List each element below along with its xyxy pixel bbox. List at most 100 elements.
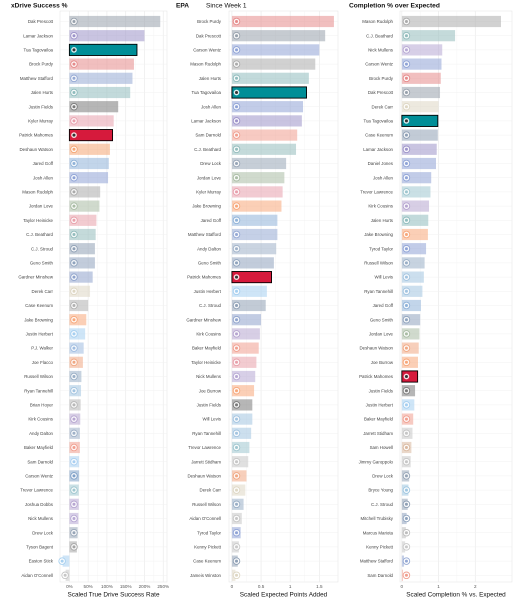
star-logo-icon <box>402 88 411 97</box>
arrowhead-logo-icon <box>70 131 78 139</box>
jets-logo-icon <box>70 457 78 466</box>
bar-c-j-beathard <box>401 30 456 42</box>
x-tick-label: 150% <box>120 584 132 589</box>
steelers-logo-icon <box>70 188 78 196</box>
category-label: Josh Allen <box>373 175 394 180</box>
category-label: Deshaun Watson <box>19 147 53 152</box>
category-label: Mason Rudolph <box>362 19 393 24</box>
category-label: Jameis Winston <box>190 573 222 578</box>
bar-will-levis <box>231 413 253 425</box>
titans-t-logo-icon <box>70 386 78 395</box>
bar-jalen-hurts <box>231 72 309 84</box>
category-label: C.J. Stroud <box>371 502 394 507</box>
category-label: Dak Prescott <box>28 19 54 24</box>
category-label: Dak Prescott <box>196 33 222 38</box>
bar-joe-burrow <box>231 385 255 397</box>
chart-panel-3: Completion % over Expected Mason Rudolph C… <box>349 3 513 599</box>
bar-carson-wentz <box>401 58 442 70</box>
category-label: Jake Browning <box>24 317 53 322</box>
category-label: Jordan Love <box>197 175 222 180</box>
brown-helmet-logo-icon <box>232 472 241 480</box>
category-label: Carson Wentz <box>25 474 53 479</box>
category-label: Jarrett Stidham <box>191 459 221 464</box>
bar-tua-tagovailoa <box>68 43 138 56</box>
bar-brock-purdy <box>401 72 441 84</box>
category-label: Jordan Love <box>369 332 394 337</box>
bar-daniel-jones <box>401 157 436 170</box>
category-label: Baker Mayfield <box>364 417 394 422</box>
category-label: Bryce Young <box>368 488 393 493</box>
bar-lamar-jackson <box>231 115 302 127</box>
category-label: Drew Lock <box>32 530 54 535</box>
x-tick-label: 200% <box>139 584 151 589</box>
panel-title: Completion % over Expected <box>349 3 440 10</box>
category-label: Nick Mullens <box>28 516 54 521</box>
bar-justin-fields <box>231 399 253 411</box>
category-label: Ryan Tannehill <box>192 431 221 436</box>
broncos-head-logo-icon <box>402 259 411 267</box>
category-label: Deshaun Watson <box>359 346 393 351</box>
eagle-wing-logo-icon <box>232 74 241 83</box>
category-label: Joe Burrow <box>199 388 222 393</box>
bar-brock-purdy <box>231 15 334 28</box>
category-label: Derek Carr <box>372 104 394 109</box>
falcon-logo-icon <box>402 528 411 537</box>
fleur-de-lis-logo-icon <box>232 571 241 580</box>
bar-dak-prescott <box>401 86 441 99</box>
category-label: Jalen Hurts <box>199 76 222 81</box>
panther-logo-icon <box>232 244 241 253</box>
category-label: Sam Darnold <box>367 573 393 578</box>
category-label: Tyrod Taylor <box>369 246 393 251</box>
category-label: Mitchell Trubisky <box>361 516 394 521</box>
viking-horn-logo-icon <box>70 415 78 423</box>
broncos-head-logo-icon <box>232 500 241 509</box>
category-label: Lamar Jackson <box>363 147 393 152</box>
fleur-de-lis-logo-icon <box>70 287 78 296</box>
viking-horn-logo-icon <box>232 372 241 381</box>
horseshoe-logo-icon <box>70 273 78 281</box>
bar-andy-dalton <box>231 243 277 255</box>
category-label: Case Keenum <box>193 559 221 564</box>
buccaneer-flag-logo-icon <box>70 443 78 452</box>
bull-head-logo-icon <box>70 301 78 310</box>
x-tick-label: 1.5 <box>316 584 323 589</box>
bull-head-logo-icon <box>232 557 241 565</box>
category-label: Kenny Pickett <box>366 545 394 550</box>
bar-nick-mullens <box>401 44 443 56</box>
category-label: Drew Lock <box>200 161 222 166</box>
category-label: Russell Wilson <box>192 502 221 507</box>
category-label: Lamar Jackson <box>191 119 221 124</box>
category-label: Baker Mayfield <box>24 445 54 450</box>
category-label: Ryan Tannehill <box>24 388 53 393</box>
category-label: Tua Tagovailoa <box>191 90 221 95</box>
bar-c-j-stroud <box>231 299 266 312</box>
category-label: Ryan Tannehill <box>364 289 393 294</box>
steelers-logo-icon <box>402 17 411 26</box>
category-label: Josh Allen <box>33 175 54 180</box>
broncos-head-logo-icon <box>70 372 78 381</box>
category-label: Justin Herbert <box>26 332 54 337</box>
horseshoe-logo-icon <box>232 315 241 324</box>
category-label: C.J. Stroud <box>199 303 222 308</box>
category-label: Case Keenum <box>365 133 393 138</box>
bar-jared-goff <box>401 299 421 312</box>
seahawk-logo-icon <box>232 259 241 267</box>
bar-carson-wentz <box>231 44 320 56</box>
brown-helmet-logo-icon <box>402 344 411 352</box>
category-label: Jared Goff <box>33 161 54 166</box>
raider-shield-logo-icon <box>61 571 69 580</box>
bar-derek-carr <box>401 101 439 113</box>
category-label: Kyler Murray <box>28 119 54 124</box>
fleur-de-lis-logo-icon <box>402 102 411 111</box>
bolt-logo-icon <box>70 330 78 338</box>
panel-title: xDrive Success % <box>11 3 68 10</box>
category-label: Derek Carr <box>200 488 222 493</box>
bar-jake-browning <box>231 200 282 212</box>
bull-head-logo-icon <box>402 500 411 509</box>
category-label: Gardner Minshew <box>186 317 221 322</box>
category-label: Trevor Lawrence <box>20 488 53 493</box>
dolphin-logo-icon <box>70 46 78 54</box>
bar-ryan-tannehill <box>401 285 423 297</box>
viking-horn-logo-icon <box>70 500 78 509</box>
